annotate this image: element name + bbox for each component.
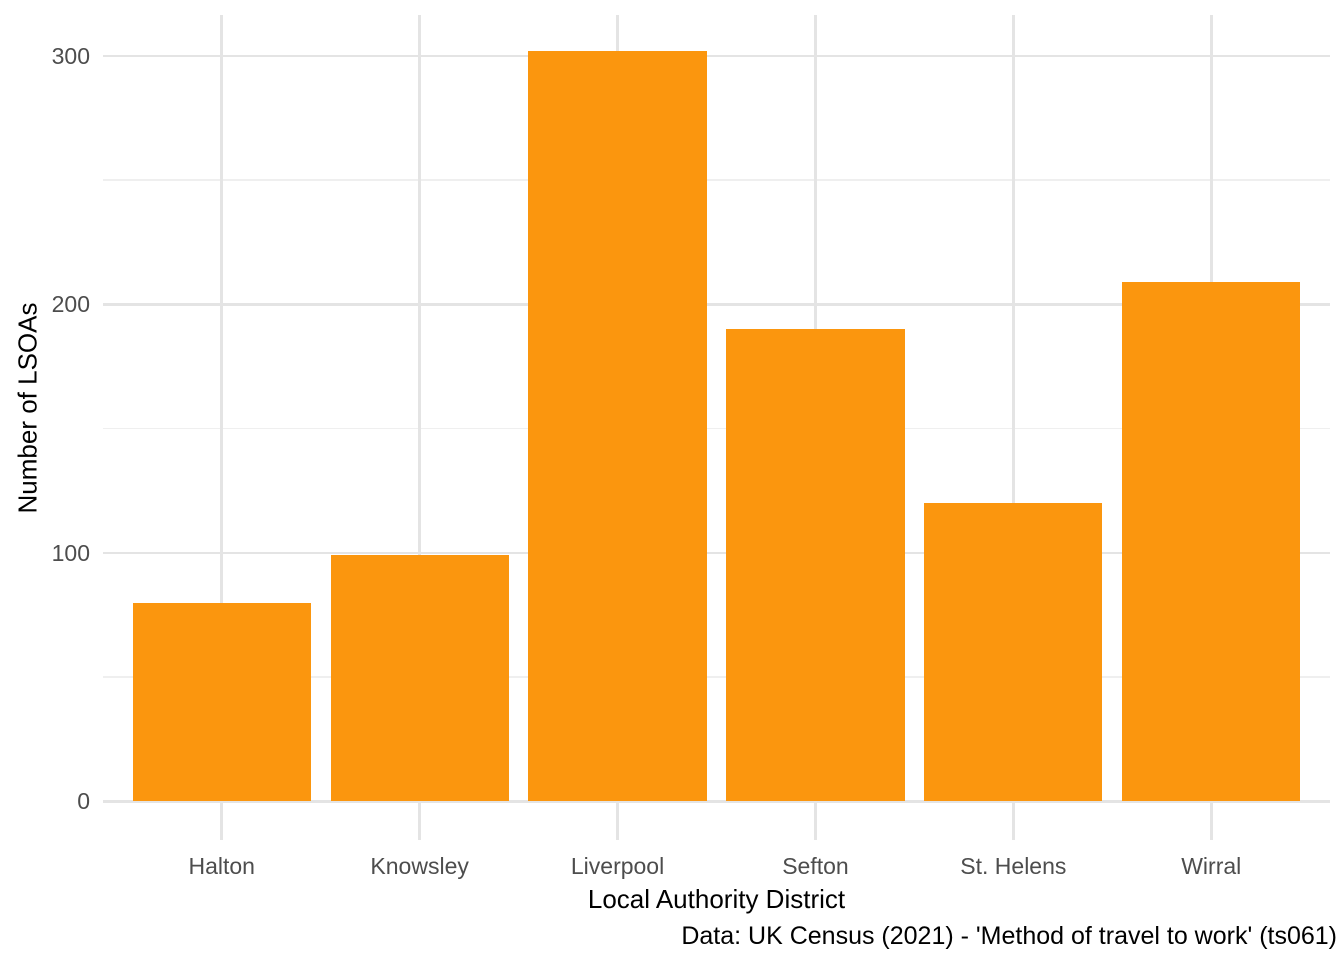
bar-halton bbox=[132, 602, 311, 802]
y-gridline-minor bbox=[103, 427, 1330, 430]
y-gridline-minor bbox=[103, 179, 1330, 181]
y-axis-title: Number of LSOAs bbox=[12, 302, 43, 514]
x-tick-label: Halton bbox=[188, 853, 255, 879]
x-tick-label: Sefton bbox=[782, 853, 849, 879]
y-gridline-major bbox=[103, 800, 1330, 803]
y-gridline-minor bbox=[103, 676, 1330, 678]
x-tick-label: Liverpool bbox=[570, 853, 665, 879]
x-gridline bbox=[220, 15, 223, 840]
y-tick-label: 100 bbox=[51, 539, 90, 566]
x-axis-title: Local Authority District bbox=[587, 884, 846, 914]
bar-wirral bbox=[1122, 282, 1301, 802]
bar-st-helens bbox=[924, 503, 1103, 802]
y-gridline-major bbox=[103, 303, 1330, 306]
y-tick-label: 200 bbox=[51, 291, 90, 318]
y-tick-label: 0 bbox=[77, 788, 90, 815]
x-gridline bbox=[1012, 15, 1015, 840]
bar-knowsley bbox=[330, 555, 509, 802]
x-tick-label: Knowsley bbox=[370, 853, 469, 879]
bar-liverpool bbox=[528, 51, 707, 802]
y-gridline-major bbox=[103, 54, 1330, 58]
x-tick-label: Wirral bbox=[1181, 853, 1242, 879]
y-tick-label: 300 bbox=[51, 43, 90, 69]
y-gridline-major bbox=[103, 551, 1330, 555]
x-tick-label: St. Helens bbox=[960, 853, 1067, 879]
chart-caption: Data: UK Census (2021) - 'Method of trav… bbox=[681, 922, 1337, 950]
x-gridline bbox=[418, 15, 421, 840]
bar-sefton bbox=[726, 329, 905, 802]
